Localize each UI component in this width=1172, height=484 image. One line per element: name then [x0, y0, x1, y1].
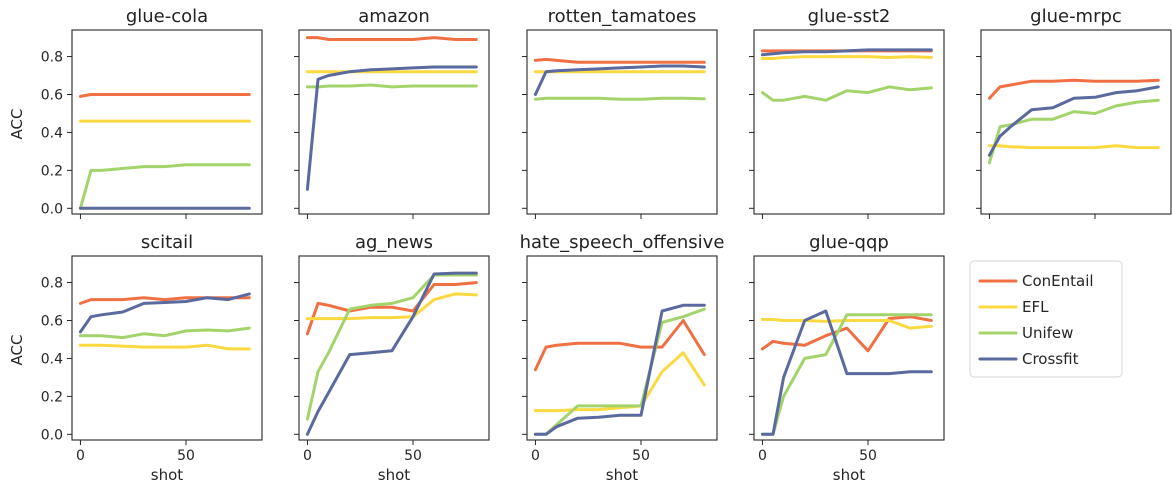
subplot-rotten_tamatoes: rotten_tamatoes [522, 6, 718, 219]
subplot-title: glue-sst2 [808, 6, 891, 27]
series-line-efl [760, 55, 933, 60]
y-tick-label: 0.4 [41, 351, 63, 367]
series-line-conentail [533, 319, 706, 372]
y-tick-label: 0.0 [41, 427, 63, 443]
subplot-frame [753, 29, 945, 215]
y-tick-label: 0.6 [41, 313, 63, 329]
legend-item-unifew: Unifew [978, 324, 1073, 342]
legend-label-unifew: Unifew [1022, 324, 1073, 342]
legend-item-conentail: ConEntail [978, 272, 1094, 290]
x-tick-label: 0 [758, 448, 767, 464]
series-line-crossfit [533, 64, 706, 96]
x-tick-label: 50 [859, 448, 877, 464]
subplot-glue-cola: glue-cola 0.0 0.2 0.4 0.6 0.8 [41, 6, 263, 219]
subplot-title: glue-mrpc [1030, 6, 1122, 27]
series-line-conentail [987, 78, 1160, 100]
series-line-unifew [78, 326, 251, 340]
subplot-title: hate_speech_offensive [520, 232, 725, 253]
series-line-crossfit [305, 271, 478, 436]
subplot-glue-sst2: glue-sst2 [749, 6, 945, 219]
x-tick-label: 50 [404, 448, 422, 464]
series-line-conentail [78, 93, 251, 98]
series-line-unifew [533, 96, 706, 101]
subplot-scitail: scitail 0.0 0.2 0.4 0.6 0.8 0 50 shot [41, 232, 263, 484]
series-line-efl [760, 318, 933, 330]
subplot-frame [526, 255, 718, 441]
subplot-title: amazon [358, 6, 429, 27]
subplot-title: scitail [141, 232, 193, 253]
legend: ConEntail EFL Unifew Crossfit [969, 260, 1123, 378]
subplot-frame [298, 29, 490, 215]
series-line-efl [533, 351, 706, 413]
subplot-title: glue-qqp [809, 232, 889, 253]
y-axis-label-row1: ACC [8, 109, 26, 140]
subplot-ag_news: ag_news 0 50 shot [294, 232, 490, 484]
series-line-crossfit [533, 303, 706, 436]
series-line-conentail [533, 57, 706, 64]
y-tick-label: 0.8 [41, 276, 63, 292]
x-axis-label: shot [151, 466, 183, 484]
series-line-efl [987, 144, 1160, 150]
y-tick-label: 0.2 [41, 389, 63, 405]
y-tick-label: 0.8 [41, 50, 63, 66]
series-line-conentail [305, 281, 478, 336]
series-line-unifew [305, 83, 478, 89]
series-line-unifew [760, 85, 933, 102]
legend-label-efl: EFL [1022, 298, 1049, 316]
subplot-frame [753, 255, 945, 441]
series-line-unifew [760, 313, 933, 436]
y-tick-label: 0.0 [41, 201, 63, 217]
legend-label-crossfit: Crossfit [1022, 350, 1079, 368]
y-tick-label: 0.2 [41, 163, 63, 179]
subplot-frame [980, 29, 1172, 215]
x-axis-label: shot [378, 466, 410, 484]
subplot-frame [526, 29, 718, 215]
x-axis-label: shot [606, 466, 638, 484]
x-tick-label: 0 [531, 448, 540, 464]
y-axis-label-row2: ACC [8, 335, 26, 366]
subplot-amazon: amazon [294, 6, 490, 219]
legend-item-efl: EFL [978, 298, 1049, 316]
subplot-glue-qqp: glue-qqp 0 50 shot [749, 232, 945, 484]
subplot-title: ag_news [355, 232, 433, 253]
series-line-conentail [305, 36, 478, 41]
legend-frame [969, 260, 1123, 378]
x-tick-label: 50 [632, 448, 650, 464]
series-line-efl [78, 343, 251, 351]
legend-label-conentail: ConEntail [1022, 272, 1094, 290]
series-line-crossfit [987, 85, 1160, 157]
x-axis-label: shot [833, 466, 865, 484]
x-tick-label: 0 [76, 448, 85, 464]
series-line-unifew [78, 163, 251, 210]
series-line-crossfit [760, 48, 933, 57]
series-line-unifew [987, 98, 1160, 165]
series-line-crossfit [78, 292, 251, 334]
subplot-title: rotten_tamatoes [548, 6, 697, 27]
x-tick-label: 50 [177, 448, 195, 464]
subplot-hate_speech_offensive: hate_speech_offensive 0 50 shot [520, 232, 725, 484]
legend-item-crossfit: Crossfit [978, 350, 1079, 368]
x-tick-label: 0 [303, 448, 312, 464]
subplot-glue-mrpc: glue-mrpc [976, 6, 1172, 219]
y-tick-label: 0.4 [41, 125, 63, 141]
subplot-title: glue-cola [126, 6, 208, 27]
series-line-crossfit [760, 309, 933, 436]
y-tick-label: 0.6 [41, 87, 63, 103]
series-line-crossfit [305, 65, 478, 191]
series-line-efl [305, 292, 478, 321]
